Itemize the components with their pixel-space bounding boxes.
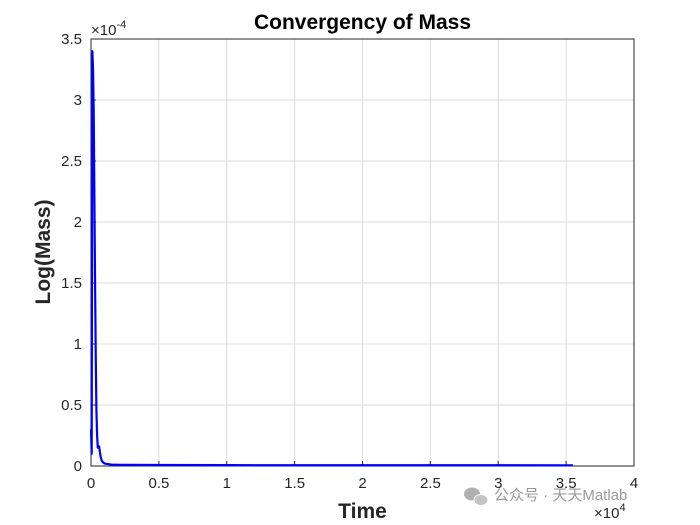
y-tick-label: 0	[74, 458, 82, 475]
x-tick-label: 0.5	[148, 475, 169, 492]
y-tick-label: 3	[74, 92, 82, 109]
y-tick-label: 2	[74, 214, 82, 231]
y-axis: 0 0.5 1 1.5 2 2.5 3 3.5	[61, 31, 96, 475]
series-line	[89, 50, 573, 467]
y-tick-label: 0.5	[61, 397, 82, 414]
chart-title: Convergency of Mass	[254, 11, 471, 34]
x-axis-label: Time	[338, 500, 387, 523]
y-tick-label: 1.5	[61, 275, 82, 292]
watermark-text: 公众号 · 天天Matlab	[494, 487, 627, 504]
x-tick-label: 3	[494, 475, 502, 492]
x-tick-label: 3.5	[556, 475, 577, 492]
x-tick-label: 4	[630, 475, 638, 492]
x-tick-label: 1.5	[284, 475, 305, 492]
wechat-icon	[464, 487, 489, 506]
watermark: 公众号 · 天天Matlab	[464, 487, 627, 506]
x-tick-label: 1	[223, 475, 231, 492]
y-tick-label: 1	[74, 336, 82, 353]
grid-lines	[90, 38, 635, 467]
y-multiplier: ×10-4	[91, 19, 126, 39]
x-axis: 0 0.5 1 1.5 2 2.5 3 3.5 4	[87, 461, 638, 492]
y-axis-label: Log(Mass)	[32, 200, 55, 305]
y-tick-label: 2.5	[61, 153, 82, 170]
x-multiplier: ×104	[594, 502, 626, 522]
x-tick-label: 2	[358, 475, 366, 492]
x-tick-label: 2.5	[420, 475, 441, 492]
x-tick-label: 0	[87, 475, 95, 492]
y-tick-label: 3.5	[61, 31, 82, 48]
